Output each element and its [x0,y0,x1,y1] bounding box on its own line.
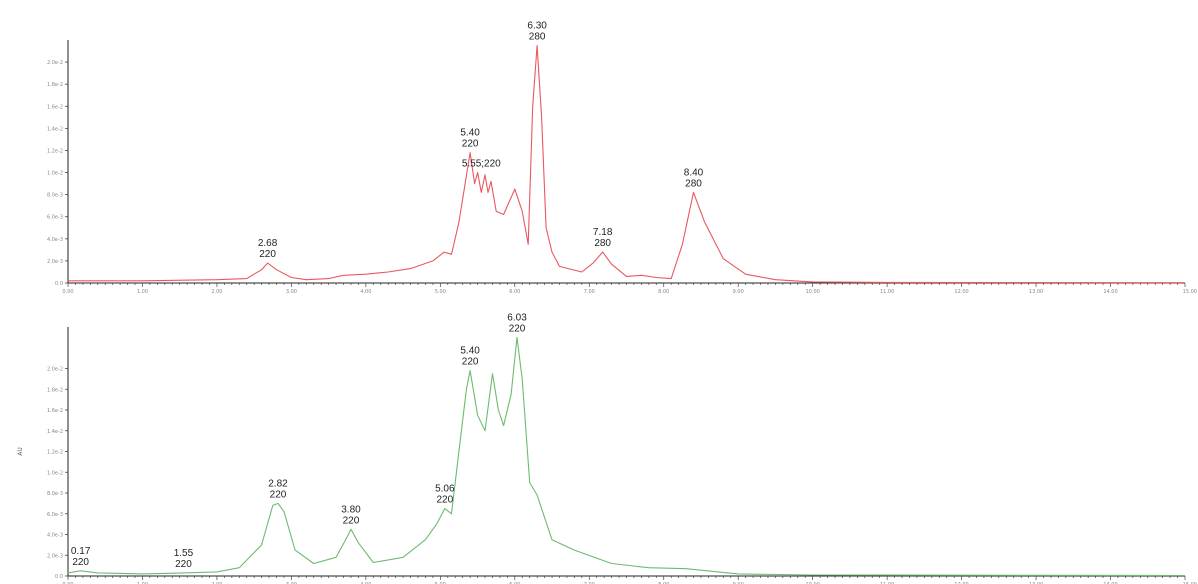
chromatogram-panel-top: 0.0 2.0e-3 4.0e-3 6.0e-3 8.0e-3 1.0e-2 1.2e-2 1… [47,21,1197,295]
peak-label-line: 6.03 [507,312,527,323]
x-tick-label: 7.00 [584,289,595,295]
y-tick-label: 4.0e-3 [47,237,63,243]
y-tick-label: 1.2e-2 [47,148,63,154]
peak-label: 3.80 220 [341,504,361,526]
peak-label-line: 6.30 [527,21,547,32]
peak-label-line: 220 [259,249,276,260]
peak-label: 8.40 280 [684,167,704,189]
peak-label-line: 1.55 [174,548,194,559]
peak-label: 6.03 220 [507,312,527,334]
x-tick-label: 0.00 [62,582,73,584]
peak-label-line: 220 [72,557,89,568]
peak-label: 7.18 280 [593,227,613,249]
chromatogram-trace [68,44,1186,284]
peak-label: 5.40 220 [460,128,480,150]
peak-label-line: 280 [685,178,702,189]
peak-label-line: 220 [343,515,360,526]
x-tick-label: 6.00 [509,582,520,584]
peak-label-line: 220 [436,495,453,506]
x-tick-label: 14.00 [1103,582,1117,584]
peak-label-line: 0.17 [71,546,91,557]
y-tick-label: 1.2e-2 [47,450,63,456]
peak-label: 0.17 220 [71,546,91,568]
x-tick-label: 2.00 [211,582,222,584]
y-axis-label: AU [17,447,24,456]
peak-label: 2.82 220 [268,478,288,500]
x-tick-label: 2.00 [211,289,222,295]
peak-label-line: 2.82 [268,478,288,489]
peak-label: 5.40 220 [460,346,480,368]
y-tick-label: 2.0e-3 [47,259,63,265]
x-tick-label: 9.00 [733,289,744,295]
x-tick-label: 8.00 [658,582,669,584]
x-tick-label: 1.00 [137,289,148,295]
y-tick-label: 2.0e-3 [47,553,63,559]
y-tick-label: 0.0 [55,281,63,287]
chromatogram-panel-bottom: AU 0.0 2.0e-3 4.0e-3 6.0e-3 8.0e-3 1.0e-2 1.2e-… [17,312,1197,584]
x-tick-label: 12.00 [954,582,968,584]
y-tick-label: 1.4e-2 [47,126,63,132]
y-tick-label: 8.0e-3 [47,491,63,497]
x-tick-label: 12.00 [954,289,968,295]
y-tick-label: 1.6e-2 [47,408,63,414]
x-tick-label: 13.00 [1029,289,1043,295]
y-tick-label: 1.0e-2 [47,171,63,177]
y-tick-label: 2.0e-2 [47,60,63,66]
x-tick-label: 3.00 [286,582,297,584]
y-tick-label: 1.0e-2 [47,470,63,476]
peak-label-line: 5.06 [435,484,455,495]
y-tick-label: 1.8e-2 [47,387,63,393]
x-tick-label: 13.00 [1029,582,1043,584]
peak-label-line: 3.80 [341,504,361,515]
peak-label-line: 220 [175,559,192,570]
x-tick-label: 0.00 [62,289,73,295]
peak-label: 1.55 220 [174,548,194,570]
x-tick-label: 15.00 [1183,289,1197,295]
peak-label: 2.68 220 [258,238,278,260]
peak-label: 5.55;220 [462,159,501,170]
x-tick-label: 9.00 [733,582,744,584]
y-tick-label: 1.4e-2 [47,429,63,435]
peak-label-line: 2.68 [258,238,278,249]
peak-label-line: 7.18 [593,227,613,238]
x-tick-label: 15.00 [1183,582,1197,584]
peak-label-line: 5.55;220 [462,159,501,170]
x-tick-label: 5.00 [435,582,446,584]
x-tick-label: 11.00 [880,582,894,584]
x-tick-label: 10.00 [806,289,820,295]
y-tick-label: 8.0e-3 [47,193,63,199]
y-tick-label: 0.0 [55,574,63,580]
y-tick-label: 1.8e-2 [47,82,63,88]
x-tick-label: 3.00 [286,289,297,295]
x-tick-label: 7.00 [584,582,595,584]
peak-label-line: 220 [509,323,526,334]
x-tick-label: 4.00 [360,289,371,295]
peak-label-line: 220 [270,489,287,500]
peak-label-line: 5.40 [460,346,480,357]
x-tick-label: 14.00 [1103,289,1117,295]
x-tick-label: 1.00 [137,582,148,584]
y-tick-label: 6.0e-3 [47,215,63,221]
x-tick-label: 11.00 [880,289,894,295]
x-tick-label: 8.00 [658,289,669,295]
peak-label: 5.06 220 [435,484,455,506]
x-tick-label: 4.00 [360,582,371,584]
peak-label-line: 220 [462,139,479,150]
y-tick-label: 2.0e-2 [47,367,63,373]
peak-label-line: 220 [462,357,479,368]
y-tick-label: 6.0e-3 [47,512,63,518]
y-tick-label: 4.0e-3 [47,533,63,539]
x-tick-label: 10.00 [806,582,820,584]
chromatogram-trace [67,336,1186,577]
peak-label: 6.30 280 [527,21,547,43]
x-tick-label: 5.00 [435,289,446,295]
peak-label-line: 8.40 [684,167,704,178]
peak-label-line: 5.40 [460,128,480,139]
y-tick-label: 1.6e-2 [47,104,63,110]
x-tick-label: 6.00 [509,289,520,295]
peak-label-line: 280 [529,32,546,43]
peak-label-line: 280 [594,238,611,249]
